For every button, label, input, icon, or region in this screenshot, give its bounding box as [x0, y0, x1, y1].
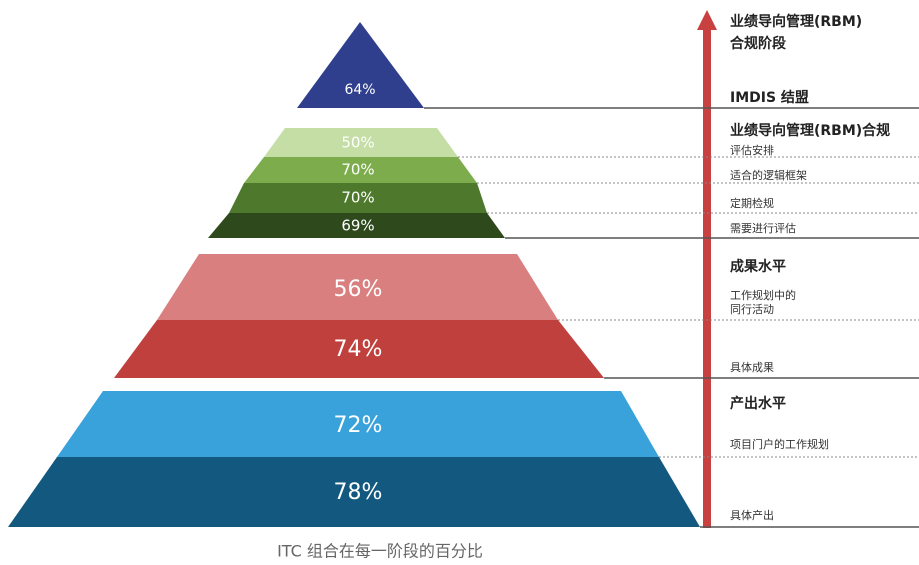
tier-band — [229, 183, 487, 213]
band-note: 同行活动 — [730, 303, 774, 316]
percent-label: 70% — [341, 161, 374, 179]
tier-band — [208, 213, 505, 238]
band-note: 项目门户的工作规划 — [730, 437, 829, 451]
caption: ITC 组合在每一阶段的百分比 — [277, 542, 483, 561]
percent-label: 72% — [334, 413, 383, 438]
percent-label: 74% — [334, 337, 383, 362]
band-note: 定期检规 — [730, 196, 774, 210]
band-note: 具体产出 — [730, 508, 774, 522]
percent-label: 64% — [344, 82, 375, 98]
band-note: 需要进行评估 — [730, 222, 796, 235]
tier-band — [114, 320, 604, 378]
title-line: 业绩导向管理(RBM) — [730, 13, 862, 30]
percent-label: 50% — [341, 134, 374, 152]
band-note: 具体成果 — [730, 360, 774, 374]
arrow-head — [697, 10, 717, 30]
percent-label: 78% — [334, 480, 383, 505]
tier-band — [297, 22, 424, 108]
tier-heading: 业绩导向管理(RBM)合规 — [730, 122, 890, 139]
tier-band — [157, 254, 558, 320]
tier-heading: IMDIS 结盟 — [730, 89, 809, 106]
tier-band — [264, 128, 458, 157]
tier-band — [8, 457, 700, 527]
band-note: 适合的逻辑框架 — [730, 168, 807, 182]
tier-heading: 产出水平 — [730, 395, 786, 412]
arrow-shaft — [703, 28, 711, 528]
percent-label: 69% — [341, 217, 374, 235]
percent-label: 70% — [341, 189, 374, 207]
percent-label: 56% — [334, 277, 383, 302]
tier-band — [244, 157, 477, 183]
band-note: 工作规划中的 — [730, 288, 796, 302]
title-line: 合规阶段 — [730, 35, 786, 52]
tier-heading: 成果水平 — [730, 258, 786, 275]
tier-band — [57, 391, 659, 457]
band-note: 评估安排 — [730, 143, 774, 157]
